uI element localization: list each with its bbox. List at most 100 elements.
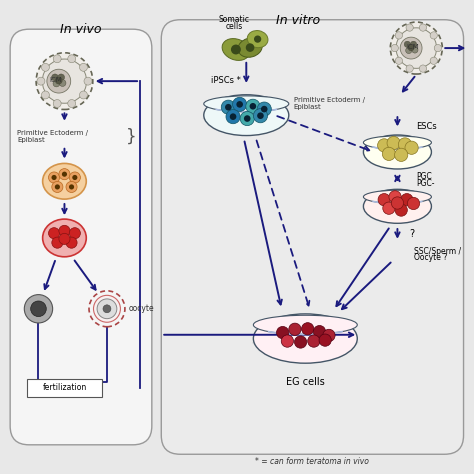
- Text: ?: ?: [409, 229, 414, 239]
- Circle shape: [47, 69, 71, 93]
- Circle shape: [53, 80, 60, 87]
- Circle shape: [233, 97, 247, 111]
- Circle shape: [59, 225, 70, 237]
- Circle shape: [289, 323, 301, 336]
- FancyBboxPatch shape: [27, 379, 102, 397]
- Circle shape: [257, 112, 264, 119]
- Circle shape: [72, 175, 77, 180]
- Circle shape: [103, 305, 111, 313]
- Circle shape: [68, 100, 76, 108]
- Circle shape: [383, 202, 395, 214]
- Circle shape: [41, 91, 49, 99]
- Circle shape: [59, 80, 66, 86]
- Circle shape: [419, 65, 427, 72]
- Ellipse shape: [43, 219, 86, 257]
- Circle shape: [261, 106, 267, 112]
- Ellipse shape: [363, 204, 432, 214]
- Circle shape: [395, 32, 402, 39]
- Text: PGC-: PGC-: [416, 179, 435, 188]
- Circle shape: [41, 64, 49, 71]
- Ellipse shape: [204, 95, 289, 136]
- Text: In vivo: In vivo: [60, 23, 102, 36]
- Circle shape: [319, 334, 331, 346]
- Circle shape: [396, 28, 437, 68]
- Ellipse shape: [364, 190, 431, 203]
- Text: Somatic: Somatic: [219, 16, 250, 25]
- Circle shape: [237, 101, 243, 108]
- Circle shape: [31, 301, 46, 317]
- Circle shape: [301, 323, 314, 335]
- Ellipse shape: [364, 135, 431, 169]
- Circle shape: [80, 91, 87, 99]
- Circle shape: [308, 335, 320, 347]
- Ellipse shape: [363, 150, 432, 160]
- Ellipse shape: [364, 189, 431, 223]
- Circle shape: [406, 65, 413, 72]
- Ellipse shape: [254, 315, 357, 335]
- Ellipse shape: [222, 38, 250, 60]
- Circle shape: [391, 45, 398, 52]
- Circle shape: [37, 77, 45, 85]
- Text: EG cells: EG cells: [286, 377, 325, 387]
- Circle shape: [246, 43, 255, 52]
- Ellipse shape: [247, 30, 268, 48]
- Text: iPSCs *: iPSCs *: [211, 76, 241, 85]
- Text: fertilization: fertilization: [42, 383, 87, 392]
- Circle shape: [62, 172, 67, 177]
- Circle shape: [69, 184, 74, 190]
- Circle shape: [387, 137, 400, 150]
- Circle shape: [410, 41, 417, 47]
- Text: Primitive Ectoderm /: Primitive Ectoderm /: [17, 130, 88, 136]
- Circle shape: [97, 299, 117, 319]
- Circle shape: [226, 109, 240, 124]
- Circle shape: [313, 326, 326, 338]
- FancyBboxPatch shape: [161, 20, 464, 454]
- Circle shape: [221, 100, 236, 114]
- Circle shape: [395, 204, 407, 216]
- Circle shape: [294, 336, 307, 348]
- Text: cells: cells: [226, 22, 243, 31]
- Circle shape: [48, 228, 60, 239]
- Ellipse shape: [238, 38, 262, 57]
- Circle shape: [401, 193, 413, 206]
- Circle shape: [390, 22, 442, 74]
- Circle shape: [225, 104, 232, 110]
- Ellipse shape: [203, 112, 290, 125]
- Circle shape: [55, 184, 60, 190]
- Circle shape: [254, 36, 261, 43]
- Circle shape: [408, 45, 414, 51]
- Circle shape: [430, 57, 438, 64]
- Circle shape: [395, 57, 402, 64]
- Circle shape: [281, 335, 293, 347]
- Text: oocyte: oocyte: [128, 304, 155, 313]
- Circle shape: [405, 141, 418, 155]
- Circle shape: [80, 64, 87, 71]
- Circle shape: [24, 295, 53, 323]
- Circle shape: [378, 139, 391, 152]
- Circle shape: [58, 74, 64, 81]
- Text: ICM: ICM: [406, 44, 419, 50]
- Ellipse shape: [204, 96, 289, 112]
- Circle shape: [68, 55, 76, 63]
- Circle shape: [383, 147, 395, 161]
- Text: ICM: ICM: [50, 77, 62, 83]
- Circle shape: [69, 228, 81, 239]
- Circle shape: [323, 329, 335, 342]
- Circle shape: [406, 47, 412, 54]
- Circle shape: [412, 47, 418, 53]
- Text: Primitive Ectoderm /: Primitive Ectoderm /: [293, 97, 365, 103]
- Circle shape: [52, 237, 63, 248]
- Circle shape: [394, 148, 408, 162]
- Circle shape: [36, 53, 93, 109]
- Circle shape: [434, 45, 441, 52]
- Circle shape: [407, 197, 419, 210]
- Circle shape: [59, 169, 70, 180]
- Circle shape: [93, 295, 120, 322]
- Circle shape: [69, 172, 81, 183]
- Text: SSC/Sperm /: SSC/Sperm /: [414, 246, 461, 255]
- Circle shape: [400, 37, 422, 59]
- Ellipse shape: [43, 164, 86, 199]
- Circle shape: [231, 45, 241, 55]
- Circle shape: [250, 103, 256, 109]
- Ellipse shape: [254, 314, 357, 363]
